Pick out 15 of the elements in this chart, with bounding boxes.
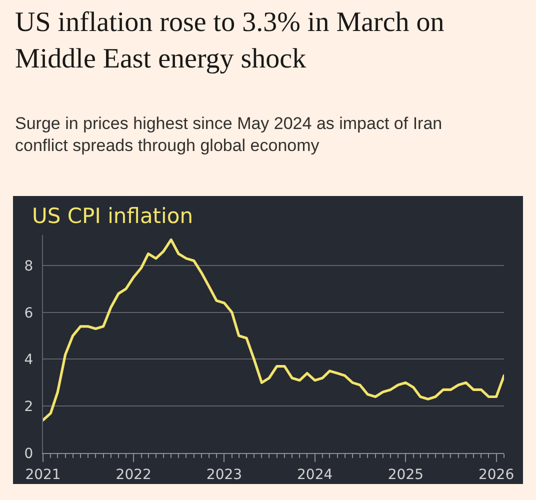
y-tick-label: 8 [24, 258, 34, 274]
chart-subtitle: Surge in prices highest since May 2024 as impact of Iran conflict spreads through global economy [15, 114, 442, 156]
x-tick-label: 2023 [206, 466, 242, 483]
y-tick-label: 4 [24, 352, 34, 368]
line-series [43, 238, 504, 422]
x-tick-label: 2025 [388, 466, 424, 483]
y-tick-label: 2 [24, 399, 34, 416]
series-label: US CPI inflation [32, 204, 194, 228]
x-tick-label: 2026 [478, 466, 514, 483]
x-tick-label: 2022 [116, 466, 152, 483]
x-tick-label: 2021 [25, 466, 61, 483]
y-tick-label: 0 [24, 446, 34, 462]
y-tick-label: 6 [24, 305, 34, 322]
x-tick-label: 2024 [297, 466, 333, 483]
chart-title: US inflation rose to 3.3% in March on Middle East energy shock [15, 7, 444, 74]
